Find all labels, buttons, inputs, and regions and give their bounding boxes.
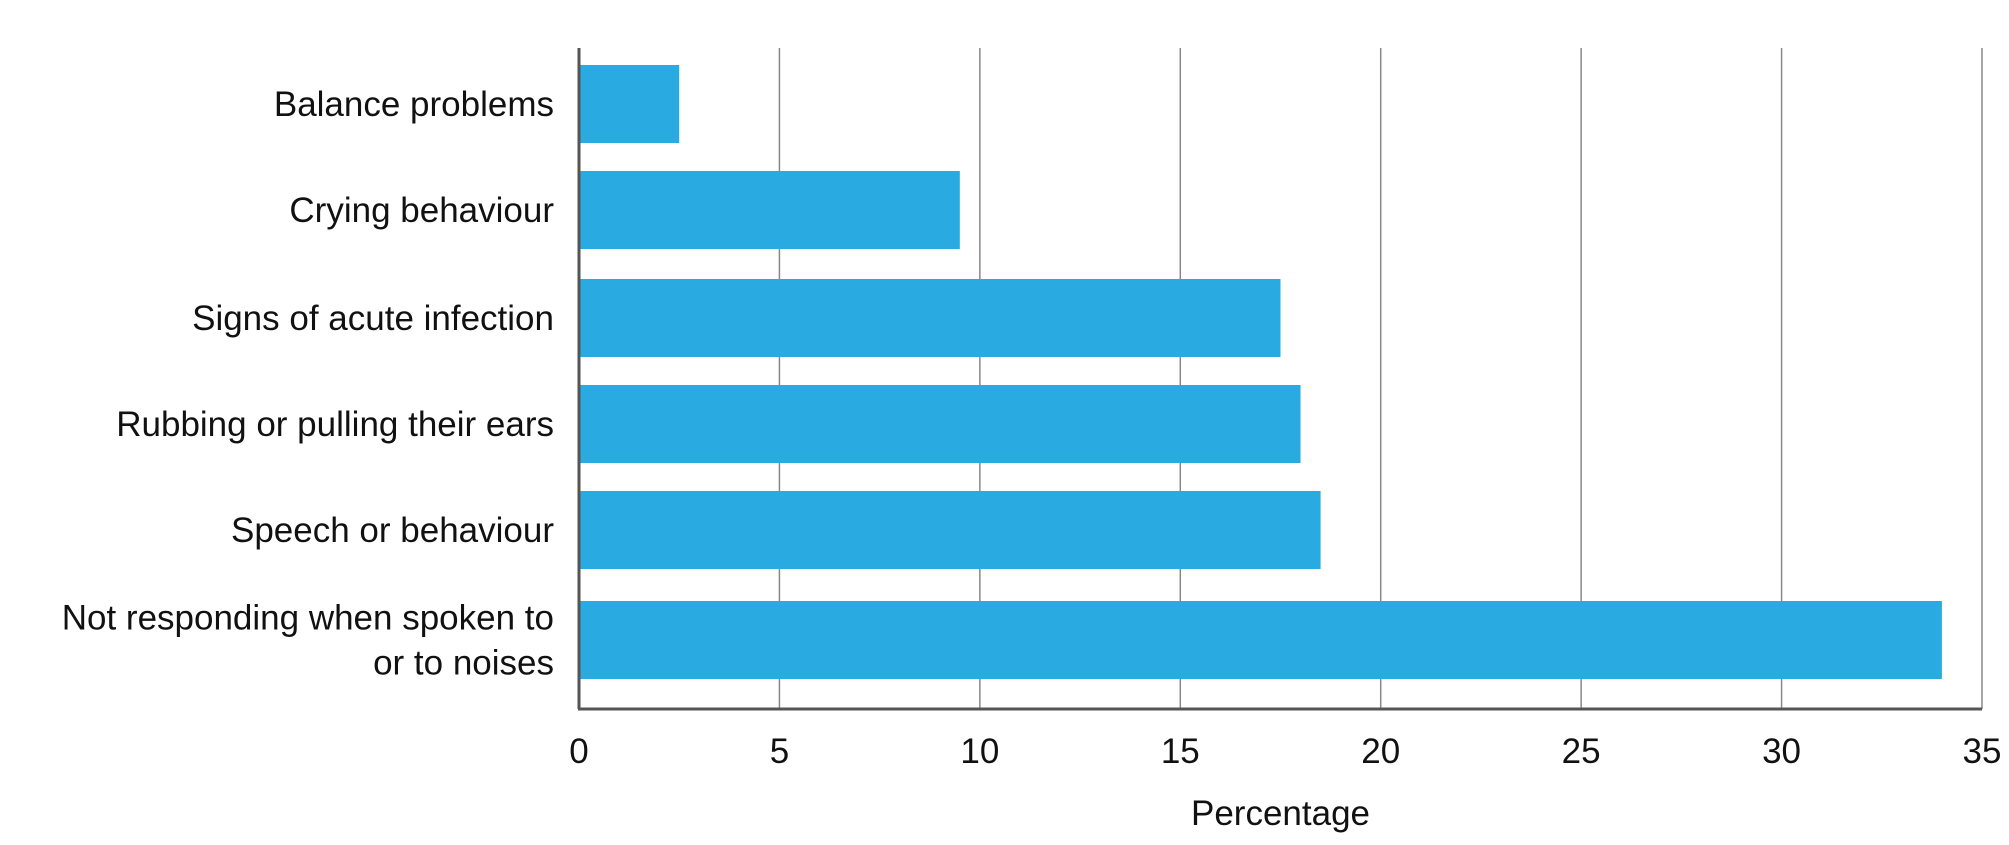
category-label-3: Signs of acute infection <box>192 299 554 338</box>
bar-4 <box>579 385 1301 463</box>
x-tick-label-30: 30 <box>1762 732 1801 771</box>
category-label-6-line-1: Not responding when spoken to <box>62 599 554 638</box>
x-tick-label-10: 10 <box>960 732 999 771</box>
x-tick-label-35: 35 <box>1963 732 2002 771</box>
category-label-1: Balance problems <box>274 85 554 124</box>
bar-3 <box>579 279 1281 357</box>
x-tick-label-0: 0 <box>569 732 588 771</box>
category-label-6-line-2: or to noises <box>373 644 554 683</box>
x-tick-label-5: 5 <box>770 732 789 771</box>
x-tick-label-15: 15 <box>1161 732 1200 771</box>
category-label-4: Rubbing or pulling their ears <box>116 405 554 444</box>
gridlines <box>778 48 1983 709</box>
axes <box>577 48 1982 711</box>
category-label-2: Crying behaviour <box>289 191 554 230</box>
x-tick-label-20: 20 <box>1361 732 1400 771</box>
x-tick-labels: 0 5 10 15 20 25 30 35 <box>569 732 2001 771</box>
category-labels: Balance problems Crying behaviour Signs of… <box>62 85 555 683</box>
category-label-5: Speech or behaviour <box>231 511 554 550</box>
bar-1 <box>579 65 680 143</box>
bar-6 <box>579 601 1942 679</box>
bars <box>579 65 1942 679</box>
x-tick-label-25: 25 <box>1562 732 1601 771</box>
bar-5 <box>579 491 1321 569</box>
x-axis-title: Percentage <box>1191 794 1370 833</box>
bar-2 <box>579 171 960 249</box>
